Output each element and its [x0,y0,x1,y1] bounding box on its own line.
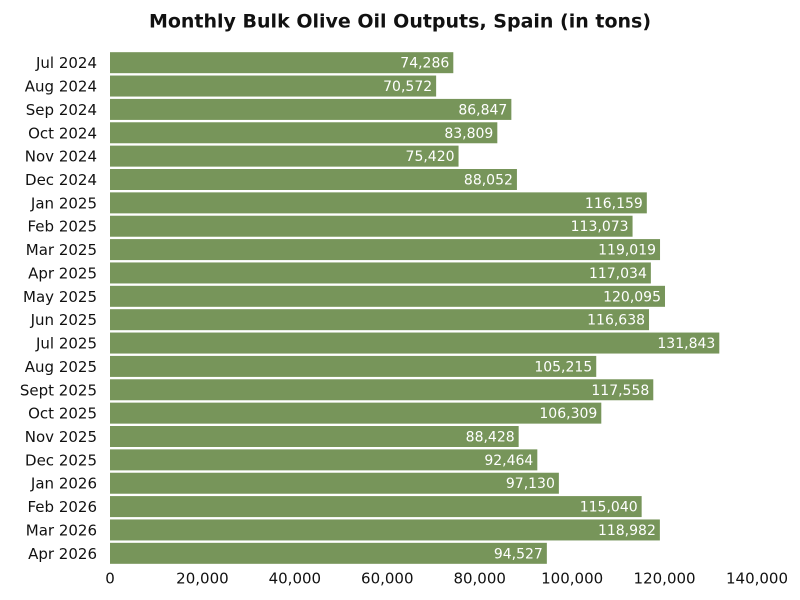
value-label: 115,040 [580,500,638,516]
value-label: 116,159 [585,196,643,212]
bar [110,145,459,167]
value-label: 74,286 [400,56,449,72]
bar [110,98,512,120]
bar [110,449,538,471]
x-tick-label: 0 [105,570,115,588]
value-label: 117,034 [589,266,647,282]
y-tick-label: Jul 2025 [35,335,97,353]
y-tick-label: Feb 2025 [28,218,98,236]
value-label: 83,809 [444,126,493,142]
y-tick-label: Aug 2024 [25,78,97,96]
value-label: 117,558 [591,383,649,399]
value-label: 75,420 [406,149,455,165]
y-tick-label: Sep 2024 [26,101,97,119]
y-tick-label: Sept 2025 [20,381,97,399]
y-tick-label: Dec 2024 [25,171,97,189]
value-label: 106,309 [539,406,597,422]
bar [110,52,454,74]
value-label: 97,130 [506,476,555,492]
x-tick-label: 20,000 [176,570,229,588]
value-label: 88,428 [466,430,515,446]
value-label: 118,982 [598,523,656,539]
y-tick-label: Nov 2024 [25,148,97,166]
bar [110,496,642,518]
y-tick-label: May 2025 [23,288,97,306]
value-label: 92,464 [484,453,533,469]
y-tick-label: Mar 2025 [26,241,97,259]
y-tick-label: Oct 2024 [28,124,97,142]
value-label: 94,527 [494,546,543,562]
y-tick-label: Oct 2025 [28,405,97,423]
bar [110,192,647,214]
y-tick-label: Jul 2024 [35,54,97,72]
bar [110,262,651,284]
x-tick-label: 80,000 [453,570,506,588]
x-tick-label: 60,000 [361,570,414,588]
bar [110,379,654,401]
value-label: 86,847 [458,102,507,118]
bar [110,402,602,424]
y-tick-label: Apr 2025 [28,264,97,282]
y-tick-label: Feb 2026 [28,498,98,516]
y-tick-label: Jan 2026 [30,475,97,493]
bar [110,75,437,97]
bar [110,426,519,447]
x-tick-label: 120,000 [634,570,696,588]
y-tick-label: Mar 2026 [26,521,97,539]
value-label: 131,843 [657,336,715,352]
bar [110,285,666,307]
value-label: 120,095 [603,289,661,305]
value-label: 113,073 [571,219,629,235]
y-tick-label: Jun 2025 [30,311,97,329]
y-tick-label: Aug 2025 [25,358,97,376]
bar [110,239,661,261]
bar [110,309,650,331]
bar [110,169,517,190]
y-tick-label: Nov 2025 [25,428,97,446]
bar [110,542,547,564]
bar [110,122,498,144]
value-label: 116,638 [587,313,645,329]
y-tick-label: Apr 2026 [28,545,97,563]
x-tick-label: 100,000 [541,570,603,588]
x-tick-label: 140,000 [726,570,788,588]
value-label: 119,019 [598,243,656,259]
x-tick-label: 40,000 [269,570,322,588]
y-tick-label: Jan 2025 [30,194,97,212]
value-label: 105,215 [534,359,592,375]
bar [110,355,597,377]
value-label: 70,572 [383,79,432,95]
bar [110,472,559,494]
bar [110,332,720,354]
bar [110,215,633,237]
y-tick-label: Dec 2025 [25,451,97,469]
bar [110,519,660,541]
chart-title: Monthly Bulk Olive Oil Outputs, Spain (i… [149,11,651,33]
value-label: 88,052 [464,173,513,189]
